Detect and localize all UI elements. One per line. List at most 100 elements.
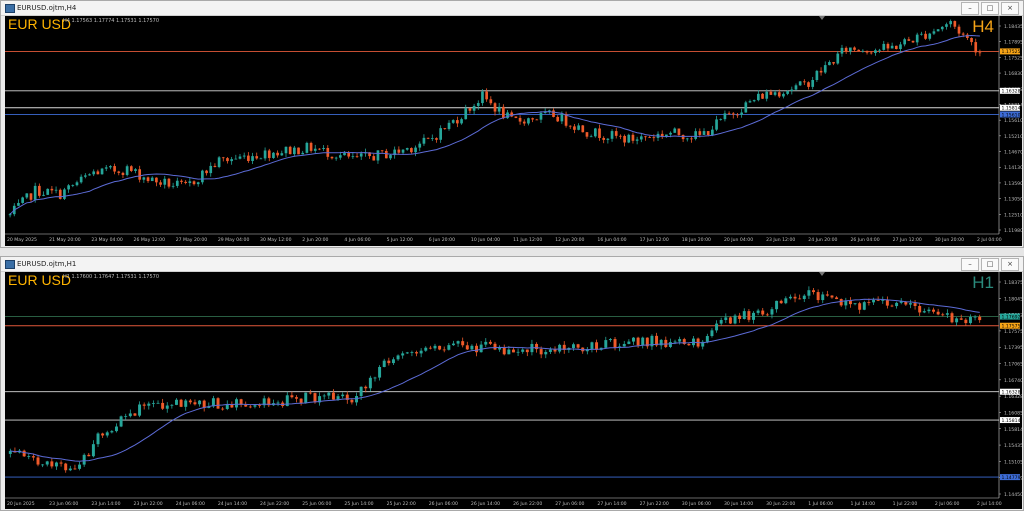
candle-body xyxy=(309,142,313,151)
candle-body xyxy=(170,404,174,406)
candle-body xyxy=(217,157,221,167)
candle-body xyxy=(853,47,856,50)
candle-body xyxy=(226,158,229,162)
h4-chart-window[interactable]: EURUSD.ojtm,H4 – □ × 1.18435 1.17895 1.175… xyxy=(0,0,1024,248)
minimize-button[interactable]: – xyxy=(961,2,979,15)
time-tick-label: 24 Jun 22:00 xyxy=(260,501,289,507)
candle-body xyxy=(489,99,493,104)
candle-body xyxy=(396,355,400,360)
price-level-tag-label: 1.14779 xyxy=(1002,475,1021,481)
candle-body xyxy=(405,352,409,354)
h1-candlestick-svg[interactable]: 1.18375 1.18045 1.17692 1.17575 1.17395 1.170… xyxy=(5,272,1022,509)
h1-chart-window[interactable]: EURUSD.ojtm,H1 – □ × 1.18375 1.18045 1.176… xyxy=(0,256,1024,511)
candle-body xyxy=(426,137,430,139)
candle-body xyxy=(96,433,100,445)
time-tick-label: 30 Jun 20:00 xyxy=(935,237,964,243)
candle-body xyxy=(46,188,50,195)
candle-body xyxy=(502,347,506,355)
h4-window-titlebar[interactable]: EURUSD.ojtm,H4 – □ × xyxy=(1,1,1023,16)
candle-body xyxy=(263,150,267,159)
candle-body xyxy=(8,450,12,454)
candle-body xyxy=(539,113,543,120)
candle-body xyxy=(668,342,672,347)
price-tick-label: 1.16830 xyxy=(1004,71,1022,77)
close-button[interactable]: × xyxy=(1001,2,1019,15)
candle-body xyxy=(775,300,779,310)
candle-body xyxy=(161,402,165,409)
candle-body xyxy=(276,402,280,404)
close-button[interactable]: × xyxy=(1001,258,1019,271)
candle-body xyxy=(614,131,618,136)
candle-body xyxy=(548,349,552,352)
price-level-tag xyxy=(1000,48,1020,55)
candle-body xyxy=(516,351,520,353)
price-tick-label: 1.11980 xyxy=(1004,228,1022,234)
h1-price-chart[interactable]: 1.18375 1.18045 1.17692 1.17575 1.17395 1.170… xyxy=(5,272,1022,509)
candle-body xyxy=(8,214,12,216)
candle-body xyxy=(786,91,789,94)
candle-body xyxy=(475,345,479,353)
price-level-tag xyxy=(1000,388,1020,395)
candle-body xyxy=(355,156,359,158)
moving-average-line xyxy=(9,34,980,215)
price-level-tag xyxy=(1000,322,1020,329)
candle-body xyxy=(156,402,160,404)
candle-body xyxy=(869,52,873,54)
candle-body xyxy=(36,457,40,465)
candle-body xyxy=(29,193,33,200)
candle-body xyxy=(401,353,405,356)
candle-body xyxy=(682,339,686,345)
candle-body xyxy=(802,295,806,300)
candle-body xyxy=(146,177,150,182)
candle-body xyxy=(502,106,505,119)
chart-shift-marker-icon[interactable] xyxy=(819,16,825,20)
candle-body xyxy=(953,21,957,27)
candle-body xyxy=(175,399,178,405)
candle-body xyxy=(42,194,45,196)
candle-body xyxy=(685,138,689,140)
candle-body xyxy=(606,138,610,140)
price-tick-label: 1.16085 xyxy=(1004,410,1022,416)
candle-body xyxy=(886,43,890,49)
h4-price-chart[interactable]: 1.18435 1.17895 1.17525 1.16830 1.16328 1.158… xyxy=(5,16,1022,246)
h4-candlestick-svg[interactable]: 1.18435 1.17895 1.17525 1.16830 1.16328 1.158… xyxy=(5,16,1022,246)
candle-body xyxy=(497,106,501,112)
candle-body xyxy=(479,344,483,353)
candle-body xyxy=(327,392,331,396)
time-tick-label: 18 Jun 20:00 xyxy=(682,237,711,243)
time-tick-label: 30 Jun 22:00 xyxy=(766,501,795,507)
candle-body xyxy=(698,131,702,135)
h1-window-titlebar[interactable]: EURUSD.ojtm,H1 – □ × xyxy=(1,257,1023,272)
candle-body xyxy=(602,137,606,140)
candle-body xyxy=(727,113,731,115)
candle-body xyxy=(738,315,742,319)
candle-body xyxy=(387,360,391,364)
time-tick-label: 1 Jul 14:00 xyxy=(850,501,875,507)
candle-body xyxy=(874,50,877,54)
candle-body xyxy=(832,62,835,64)
candle-body xyxy=(819,70,823,73)
maximize-button[interactable]: □ xyxy=(981,258,999,271)
candle-body xyxy=(812,290,815,293)
candle-body xyxy=(216,398,220,409)
candle-body xyxy=(719,320,723,324)
chart-shift-marker-icon[interactable] xyxy=(819,272,825,276)
price-tick-label: 1.15435 xyxy=(1004,443,1022,449)
candle-body xyxy=(272,152,275,158)
minimize-button[interactable]: – xyxy=(961,258,979,271)
price-level-tag xyxy=(1000,87,1020,94)
candle-body xyxy=(67,185,70,190)
candle-body xyxy=(511,349,515,353)
candle-body xyxy=(525,349,529,353)
candle-body xyxy=(419,350,423,354)
candle-body xyxy=(723,113,727,120)
h4-timeframe-label: H4 xyxy=(972,17,994,36)
candle-body xyxy=(915,34,919,43)
candle-body xyxy=(507,349,511,355)
candle-body xyxy=(924,33,927,39)
candle-body xyxy=(330,156,334,159)
maximize-button[interactable]: □ xyxy=(981,2,999,15)
time-tick-label: 5 Jun 12:00 xyxy=(387,237,413,243)
candle-body xyxy=(553,349,557,352)
candle-body xyxy=(882,43,886,50)
